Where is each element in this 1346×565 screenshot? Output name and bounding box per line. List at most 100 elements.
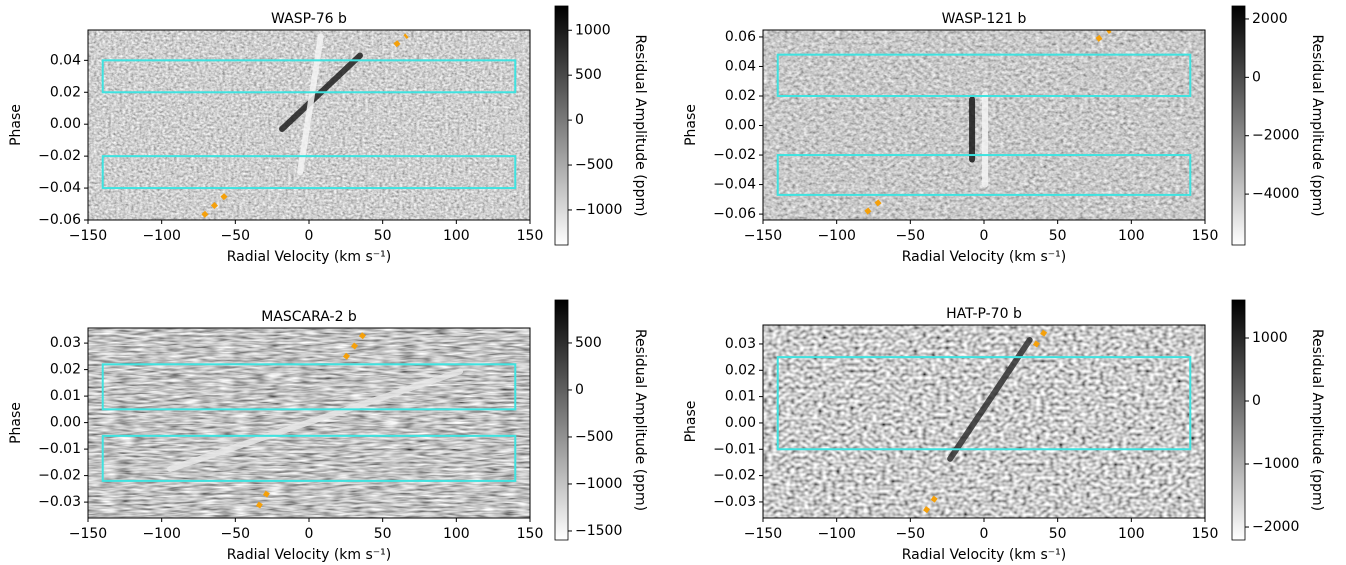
x-tick-label: 0 [305, 228, 314, 244]
phase-box [776, 154, 1192, 196]
x-tick-label: 0 [980, 526, 989, 542]
x-tick-label: −50 [221, 228, 251, 244]
x-tick-label: 150 [1192, 228, 1219, 244]
x-tick-label: −50 [896, 526, 926, 542]
chart-title: HAT-P-70 b [946, 306, 1022, 322]
y-tick-label: 0.02 [50, 362, 81, 378]
colorbar-tick-label: 2000 [1252, 11, 1288, 27]
y-tick-label: 0.02 [50, 84, 81, 100]
colorbar-tick-label: −500 [575, 157, 613, 173]
signal-trail [297, 33, 324, 176]
plot-area [101, 330, 517, 509]
x-tick-label: 0 [980, 228, 989, 244]
x-tick-label: −50 [221, 526, 251, 542]
orbit-path [342, 330, 367, 360]
x-axis-label: Radial Velocity (km s⁻¹) [227, 547, 391, 563]
chart-title: MASCARA-2 b [261, 309, 357, 325]
colorbar-tick-label: 0 [575, 112, 584, 128]
y-tick-label: −0.02 [713, 468, 756, 484]
y-tick-label: 0.02 [725, 362, 756, 378]
colorbar-tick-label: −2000 [1252, 519, 1299, 535]
chart-title: WASP-76 b [271, 11, 347, 27]
x-tick-label: −150 [744, 228, 782, 244]
colorbar-tick-label: 0 [1252, 393, 1261, 409]
colorbar-tick-label: −500 [575, 429, 613, 445]
y-tick-label: −0.02 [713, 147, 756, 163]
phase-box [101, 59, 517, 94]
x-tick-label: 150 [517, 526, 544, 542]
phase-box [776, 356, 1192, 451]
x-axis-label: Radial Velocity (km s⁻¹) [227, 249, 391, 265]
y-tick-label: 0.00 [50, 415, 81, 431]
colorbar-tick-label: 1000 [1252, 330, 1288, 346]
y-tick-label: −0.01 [713, 441, 756, 457]
x-tick-label: 100 [1118, 228, 1145, 244]
y-tick-label: −0.03 [713, 494, 756, 510]
orbit-path [1032, 326, 1050, 348]
y-tick-label: 0.00 [725, 118, 756, 134]
orbit-path [864, 198, 883, 215]
x-tick-label: −100 [142, 526, 180, 542]
x-tick-label: −150 [69, 526, 107, 542]
y-axis-label: Phase [683, 401, 699, 443]
y-tick-label: −0.02 [38, 148, 81, 164]
x-tick-label: −50 [896, 228, 926, 244]
x-tick-label: 100 [1118, 526, 1145, 542]
y-axis-label: Phase [683, 104, 699, 146]
heatmap-field [763, 325, 1205, 518]
x-tick-label: 100 [443, 526, 470, 542]
colorbar-tick-label: 500 [575, 335, 602, 351]
y-tick-label: −0.01 [38, 441, 81, 457]
y-axis-label: Phase [8, 104, 24, 146]
y-tick-label: −0.04 [38, 180, 81, 196]
colorbar-tick-label: 1000 [575, 22, 611, 38]
panel: −150 −100 −50 0 50 100 150−0.03−0.02−0.010.000… [683, 299, 1325, 563]
x-axis-label: Radial Velocity (km s⁻¹) [902, 547, 1066, 563]
y-tick-label: 0.01 [50, 388, 81, 404]
y-tick-label: 0.00 [50, 116, 81, 132]
colorbar-tick-label: −2000 [1252, 128, 1299, 144]
y-tick-label: 0.04 [50, 52, 81, 68]
plot-area [101, 33, 517, 218]
colorbar-label: Residual Amplitude (ppm) [632, 34, 648, 216]
phase-box [101, 434, 517, 482]
colorbar [554, 5, 569, 246]
y-tick-label: 0.04 [725, 58, 756, 74]
y-tick-label: 0.00 [725, 415, 756, 431]
panel: −150 −100 −50 0 50 100 150−0.03−0.02−0.010.000… [8, 299, 648, 563]
x-tick-label: 50 [374, 228, 392, 244]
colorbar [1231, 5, 1246, 246]
y-tick-label: −0.03 [38, 494, 81, 510]
orbit-path [393, 33, 409, 48]
colorbar-tick-label: −4000 [1252, 186, 1299, 202]
colorbar-label: Residual Amplitude (ppm) [1309, 329, 1325, 511]
x-tick-label: 0 [305, 526, 314, 542]
colorbar-tick-label: −1000 [575, 202, 622, 218]
orbit-path [201, 189, 232, 218]
signal-trail [167, 368, 464, 472]
x-tick-label: −150 [744, 526, 782, 542]
y-tick-label: −0.06 [713, 206, 756, 222]
chart-title: WASP-121 b [942, 11, 1027, 27]
y-tick-label: 0.03 [50, 335, 81, 351]
colorbar-label: Residual Amplitude (ppm) [1309, 34, 1325, 216]
x-axis-label: Radial Velocity (km s⁻¹) [902, 249, 1066, 265]
x-tick-label: −150 [69, 228, 107, 244]
x-tick-label: 150 [1192, 526, 1219, 542]
colorbar-tick-label: 0 [1252, 69, 1261, 85]
orbit-path [255, 487, 273, 509]
colorbar-tick-label: 0 [575, 382, 584, 398]
phase-box [101, 155, 517, 190]
y-tick-label: −0.06 [38, 212, 81, 228]
y-tick-label: 0.02 [725, 88, 756, 104]
colorbar-tick-label: −1000 [1252, 456, 1299, 472]
phase-box [776, 53, 1192, 97]
x-tick-label: 50 [1049, 526, 1067, 542]
colorbar-tick-label: 500 [575, 67, 602, 83]
panel: −150 −100 −50 0 50 100 150 −0.06 −0.04 −0.02 0.00 0… [683, 5, 1325, 265]
y-tick-label: −0.04 [713, 177, 756, 193]
orbit-path [1095, 30, 1112, 42]
plot-area [776, 326, 1192, 514]
y-axis-label: Phase [8, 402, 24, 444]
